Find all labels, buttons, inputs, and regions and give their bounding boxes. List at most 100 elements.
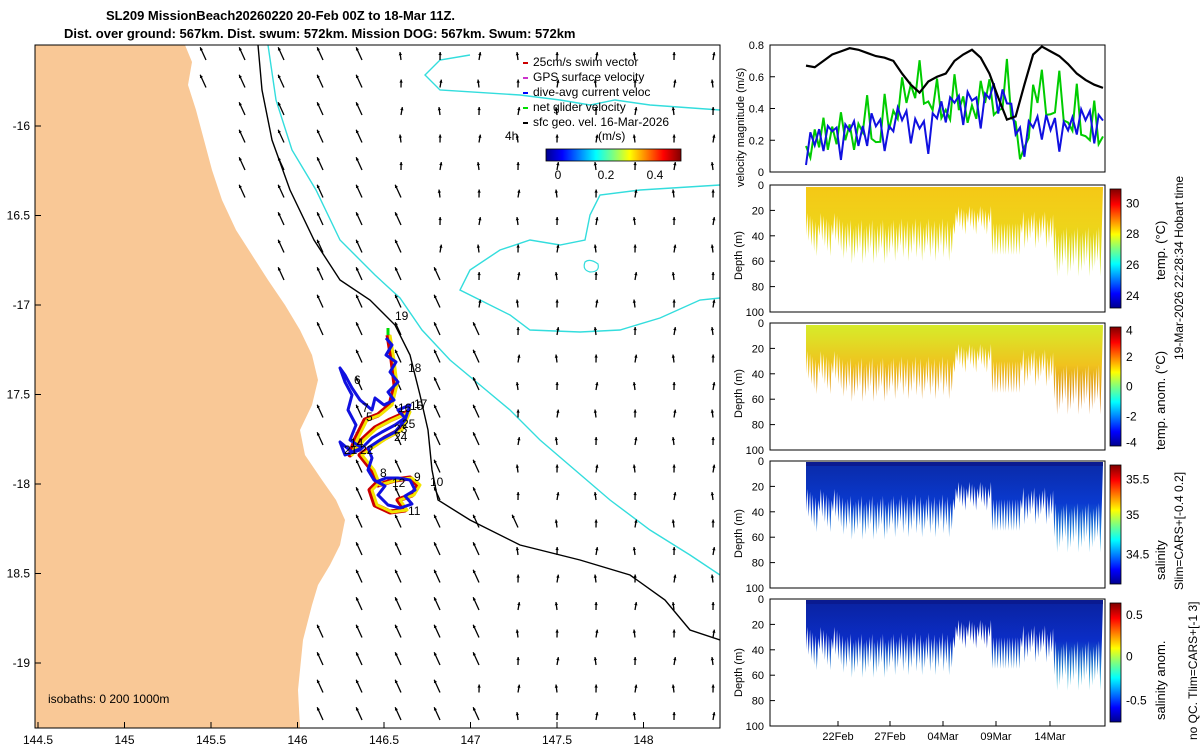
waypoint-18: 18 xyxy=(408,361,422,375)
salinity-ylabel: Depth (m) xyxy=(733,509,745,558)
velocity-arrow-head xyxy=(671,354,676,358)
velocity-arrow-head xyxy=(472,349,476,354)
velocity-arrow-head xyxy=(277,102,281,106)
temp-section-data xyxy=(806,187,1103,277)
tempanom-cbar-tick: -4 xyxy=(1126,435,1137,449)
velocity-arrow-head xyxy=(517,684,521,688)
velocity-arrow-head xyxy=(556,409,560,413)
velocity-arrow-head xyxy=(634,437,638,441)
velocity-arrow-head xyxy=(672,547,676,551)
velocity-arrow-head xyxy=(355,74,359,79)
salinity-depth-tick: 60 xyxy=(752,532,764,544)
velocity-arrow-head xyxy=(515,299,520,303)
velocity-arrow-head xyxy=(516,244,520,248)
isobath-1000m xyxy=(267,45,720,576)
temp-cbar-tick: 24 xyxy=(1126,289,1140,303)
velocity-arrow-head xyxy=(277,184,281,189)
velocity-arrow-head xyxy=(593,574,598,578)
velocity-arrow-head xyxy=(277,212,281,216)
scale-label: 4h xyxy=(505,129,518,143)
velocity-arrow-head xyxy=(672,712,676,716)
velocity-arrow-head xyxy=(633,492,637,496)
velocity-arrow-head xyxy=(355,267,359,271)
velocity-arrow-head xyxy=(593,244,598,248)
date-tick-label: 04Mar xyxy=(927,731,959,743)
velocity-arrow-head xyxy=(394,679,398,684)
tempanom-depth-tick: 0 xyxy=(758,318,764,330)
velocity-arrow-head xyxy=(633,79,637,83)
velocity-arrow-head xyxy=(477,189,481,193)
colorbar-tick-1: 0.2 xyxy=(598,168,615,182)
temp-ylabel: Depth (m) xyxy=(733,231,745,280)
salanom-depth-tick: 60 xyxy=(752,670,764,682)
waypoint-15: 15 xyxy=(410,399,424,413)
velocity-yticks: 0.8 0.6 0.4 0.2 0 xyxy=(749,40,775,179)
salanom-depth-tick: 20 xyxy=(752,619,764,631)
tempanom-depth-tick: 40 xyxy=(752,369,764,381)
velocity-arrow-head xyxy=(355,459,359,464)
waypoint-7: 7 xyxy=(362,401,369,415)
velocity-arrow-head xyxy=(712,712,716,716)
velocity-arrow-head xyxy=(711,437,715,441)
velocity-arrow-head xyxy=(634,189,638,193)
velocity-arrow-head xyxy=(672,299,676,303)
velocity-arrow-head xyxy=(316,294,320,299)
velocity-arrow-head xyxy=(394,212,398,216)
velocity-arrow-head xyxy=(712,217,716,221)
velocity-arrow-head xyxy=(672,52,676,56)
velocity-arrow-head xyxy=(433,569,437,574)
velocity-arrow-head xyxy=(316,129,320,134)
lon-tick-label: 145 xyxy=(114,733,134,747)
salanom-depth-tick: 40 xyxy=(752,645,764,657)
salanom-depth-tick: 0 xyxy=(758,594,764,606)
isobath-1000m-loop xyxy=(583,259,599,273)
velocity-arrow-head xyxy=(595,547,599,551)
velocity-arrow-head xyxy=(277,267,281,271)
salanom-section-data xyxy=(806,601,1103,691)
lat-tick-label: -17 xyxy=(13,298,31,312)
velocity-arrow-head xyxy=(634,272,638,276)
temp-cbar-tick: 28 xyxy=(1126,227,1140,241)
tempanom-cbar-label: temp. anom. (°C) xyxy=(1153,350,1168,450)
tempanom-ylabel: Depth (m) xyxy=(733,369,745,418)
velocity-arrow-head xyxy=(593,657,598,661)
velocity-arrow-head xyxy=(433,267,437,271)
velocity-arrow-head xyxy=(472,652,476,656)
velocity-arrow-head xyxy=(477,684,481,688)
velocity-arrow-head xyxy=(633,409,637,413)
velocity-arrow-head xyxy=(517,437,521,441)
isobath-1000m-reef xyxy=(459,184,720,333)
velocity-arrow-head xyxy=(632,134,637,138)
waypoint-11: 11 xyxy=(408,504,421,518)
velocity-arrow-head xyxy=(277,157,281,161)
velocity-arrow-head xyxy=(712,464,716,468)
velocity-arrow-head xyxy=(517,602,521,606)
velocity-arrow-head xyxy=(355,707,359,711)
salinity-surface-row xyxy=(806,462,1103,466)
velocity-arrow-head xyxy=(394,652,398,656)
velocity-arrow-head xyxy=(355,487,359,491)
velocity-arrow-head xyxy=(394,542,398,546)
salanom-depth-tick: 80 xyxy=(752,696,764,708)
waypoint-23: 23 xyxy=(394,422,408,436)
velocity-arrow-head xyxy=(477,107,481,111)
velocity-arrow-head xyxy=(355,157,359,161)
velocity-arrow-head xyxy=(316,47,320,51)
velocity-line-dive-avg-current-veloc xyxy=(805,58,1104,162)
velocity-arrow-head xyxy=(516,409,520,413)
velocity-arrow-head xyxy=(355,652,359,656)
velocity-arrow-head xyxy=(555,134,559,138)
land-mass xyxy=(35,45,345,728)
velocity-arrow-head xyxy=(398,52,403,56)
salinity-frame xyxy=(769,460,1106,589)
velocity-arrow-head xyxy=(476,162,481,166)
waypoint-21: 21 xyxy=(344,443,358,457)
velocity-arrow-head xyxy=(316,432,320,436)
lat-tick-label: 17.5 xyxy=(7,388,31,402)
legend-item-label: net glider velocity xyxy=(533,100,626,114)
velocity-arrow-head xyxy=(516,79,520,83)
velocity-arrow-head xyxy=(554,684,559,688)
velocity-arrow-head xyxy=(554,437,559,441)
velocity-arrow-head xyxy=(515,382,520,386)
